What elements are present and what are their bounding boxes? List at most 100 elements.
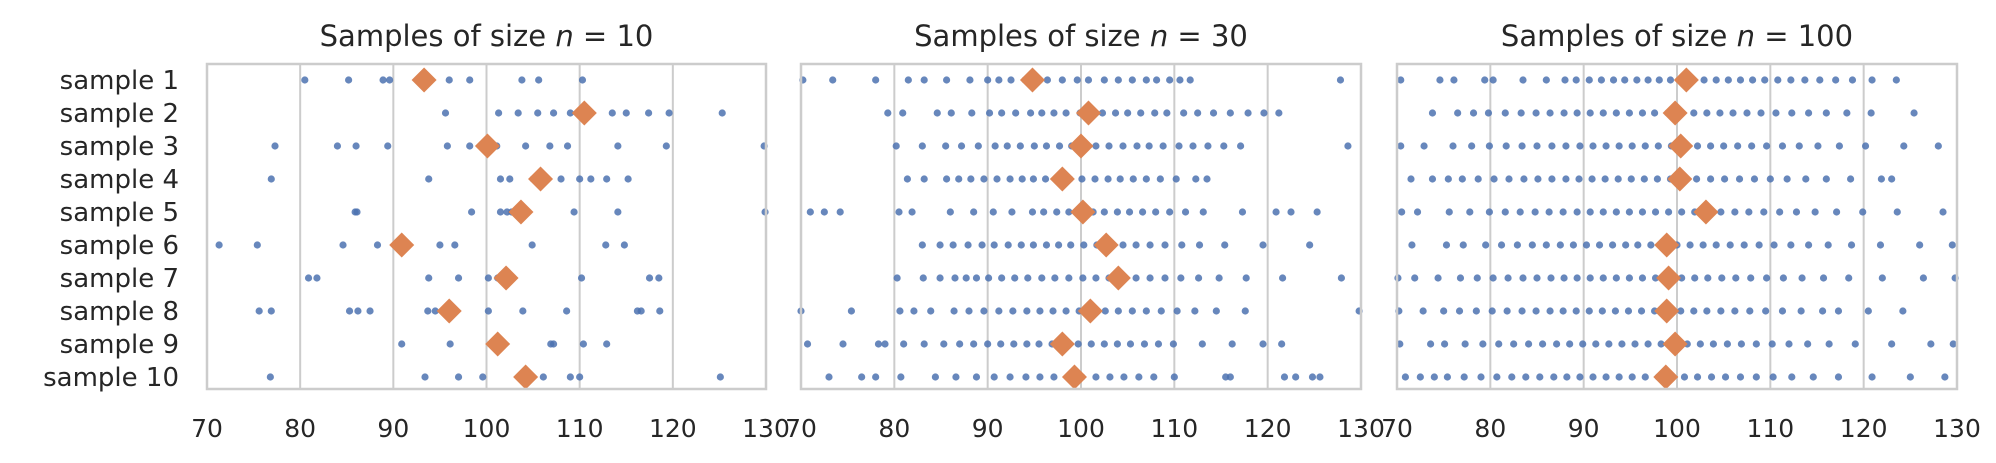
data-point (1505, 175, 1513, 183)
data-point (1135, 373, 1143, 381)
x-tick-label: 130 (1933, 414, 1981, 443)
data-point (1485, 142, 1493, 150)
data-point (1065, 208, 1073, 216)
data-point (947, 109, 955, 117)
data-point (1074, 340, 1082, 348)
data-point (1137, 109, 1145, 117)
data-point (1177, 274, 1185, 282)
data-point (1176, 76, 1184, 84)
data-point (1847, 175, 1855, 183)
data-point (970, 208, 978, 216)
data-point (1654, 142, 1662, 150)
data-point (1747, 274, 1755, 282)
data-point (620, 241, 628, 249)
data-point (339, 241, 347, 249)
data-point (1156, 175, 1164, 183)
data-point (952, 373, 960, 381)
data-point (1576, 373, 1584, 381)
data-point (484, 307, 492, 315)
y-category-label: sample 7 (60, 264, 179, 294)
data-point (997, 340, 1005, 348)
x-tick-label: 90 (1568, 414, 1600, 443)
data-point (1169, 340, 1177, 348)
data-point (1816, 76, 1824, 84)
data-point (1712, 76, 1720, 84)
data-point (1012, 109, 1020, 117)
data-point (1510, 340, 1518, 348)
data-point (622, 109, 630, 117)
data-point (1450, 76, 1458, 84)
data-point (1116, 175, 1124, 183)
data-point (1717, 307, 1725, 315)
data-point (1038, 274, 1046, 282)
data-point (1132, 241, 1140, 249)
sample-mean-marker (474, 133, 500, 159)
data-point (1292, 373, 1300, 381)
data-point (579, 340, 587, 348)
data-point (1484, 109, 1493, 117)
data-point (872, 76, 880, 84)
panel-title: Samples of size n = 30 (914, 19, 1248, 53)
data-point (645, 274, 654, 282)
data-point (1397, 76, 1405, 84)
data-point (566, 109, 574, 117)
data-point (1084, 76, 1093, 84)
sample-mean-marker (1662, 100, 1688, 126)
data-point (974, 142, 982, 150)
data-point (352, 142, 360, 150)
x-tick-label: 80 (1474, 414, 1506, 443)
sample-mean-marker (571, 100, 597, 126)
data-point (1050, 373, 1058, 381)
data-point (1050, 109, 1058, 117)
data-point (1548, 175, 1556, 183)
data-point (1542, 76, 1550, 84)
data-point (345, 307, 354, 315)
data-point (1259, 340, 1267, 348)
data-point (1006, 175, 1014, 183)
data-point (454, 373, 463, 381)
data-point (1835, 142, 1843, 150)
data-point (443, 142, 451, 150)
data-point (892, 142, 900, 150)
data-point (1411, 274, 1419, 282)
data-point (1419, 307, 1427, 315)
data-point (1731, 208, 1739, 216)
data-point (1180, 109, 1188, 117)
data-point (1473, 274, 1481, 282)
data-point (936, 274, 944, 282)
chart-panel-1: 70 80 90 100 110 120 130 Samples of size n = 10… (43, 19, 790, 443)
data-point (1785, 340, 1793, 348)
data-point (301, 76, 309, 84)
data-point (874, 340, 883, 348)
data-point (1113, 340, 1121, 348)
data-point (398, 340, 406, 348)
data-point (1154, 340, 1163, 348)
data-point (1049, 307, 1057, 315)
data-point (1805, 109, 1813, 117)
data-point (1939, 208, 1947, 216)
data-point (1280, 373, 1289, 381)
data-point (1622, 241, 1630, 249)
data-point (1700, 76, 1708, 84)
data-point (942, 142, 950, 150)
data-point (1573, 109, 1581, 117)
data-point (978, 241, 986, 249)
data-point (1459, 241, 1467, 249)
data-point (955, 175, 963, 183)
data-point (1691, 274, 1699, 282)
data-point (1215, 274, 1223, 282)
data-point (1159, 142, 1167, 150)
data-point (1100, 340, 1108, 348)
data-point (1497, 241, 1506, 249)
data-point (956, 340, 964, 348)
data-point (215, 241, 223, 249)
data-point (1615, 373, 1623, 381)
data-point (1746, 307, 1754, 315)
data-point (1313, 208, 1321, 216)
data-point (1481, 76, 1489, 84)
data-point (1111, 109, 1120, 117)
data-point (1532, 307, 1540, 315)
data-point (1868, 373, 1876, 381)
data-point (1191, 307, 1199, 315)
data-point (1712, 241, 1720, 249)
